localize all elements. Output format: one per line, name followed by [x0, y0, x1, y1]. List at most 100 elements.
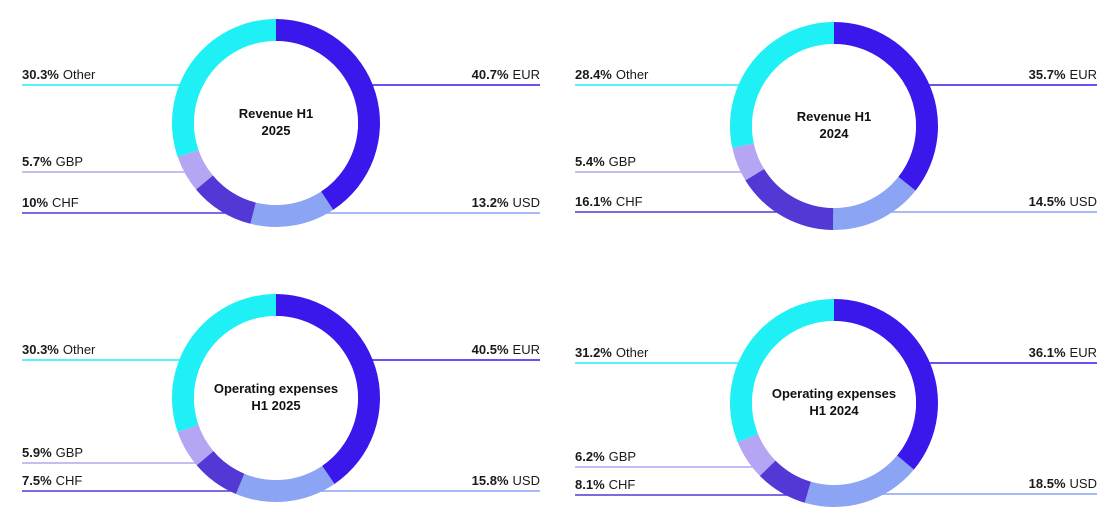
chart-title-line-2: 2025	[261, 123, 291, 138]
label-value: 40.5%	[471, 342, 509, 357]
slice-gbp	[732, 143, 765, 181]
label-value: 5.9%	[22, 445, 52, 460]
label-value: 7.5%	[22, 473, 52, 488]
label-gbp: 5.9% GBP	[22, 445, 83, 461]
donut-hole	[194, 316, 358, 480]
label-value: 35.7%	[1028, 67, 1066, 82]
label-eur: 36.1% EUR	[1029, 345, 1097, 361]
label-gbp: 5.7% GBP	[22, 154, 83, 170]
label-eur: 40.7% EUR	[472, 67, 540, 83]
label-category: GBP	[55, 154, 84, 169]
label-gbp: 5.4% GBP	[575, 154, 636, 170]
label-category: GBP	[608, 449, 637, 464]
label-category: Other	[615, 67, 649, 82]
label-chf: 16.1% CHF	[575, 194, 643, 210]
label-category: Other	[62, 67, 96, 82]
label-value: 31.2%	[575, 345, 612, 360]
slice-eur	[834, 299, 939, 470]
label-category: Other	[62, 342, 96, 357]
chart-title-line-2: 2024	[819, 126, 849, 141]
label-category: CHF	[615, 194, 643, 209]
label-category: EUR	[1069, 345, 1097, 360]
label-usd: 14.5% USD	[1029, 194, 1097, 210]
label-value: 28.4%	[575, 67, 612, 82]
chart-title: Revenue H1 2024	[749, 108, 919, 142]
label-value: 10%	[22, 195, 49, 210]
chart-title-line-1: Revenue H1	[238, 106, 314, 121]
label-chf: 10% CHF	[22, 195, 79, 211]
donut-hole	[194, 41, 358, 205]
label-value: 36.1%	[1028, 345, 1066, 360]
label-category: GBP	[55, 445, 84, 460]
slice-other	[730, 22, 834, 148]
slice-chf	[196, 175, 256, 224]
chart-title: Operating expenses H1 2024	[749, 385, 919, 419]
slice-usd	[833, 176, 916, 230]
chart-title: Operating expenses H1 2025	[191, 380, 361, 414]
label-value: 40.7%	[471, 67, 509, 82]
chart-title-line-1: Revenue H1	[796, 109, 872, 124]
label-value: 5.7%	[22, 154, 52, 169]
slice-usd	[804, 455, 914, 507]
slice-usd	[250, 191, 334, 227]
slice-eur	[276, 294, 381, 485]
slice-gbp	[737, 433, 776, 476]
label-value: 5.4%	[575, 154, 605, 169]
label-chf: 7.5% CHF	[22, 473, 82, 489]
label-gbp: 6.2% GBP	[575, 449, 636, 465]
label-category: EUR	[512, 67, 540, 82]
label-other: 30.3% Other	[22, 342, 95, 358]
label-value: 8.1%	[575, 477, 605, 492]
chart-title-line-2: H1 2025	[251, 398, 301, 413]
label-category: USD	[1069, 194, 1097, 209]
label-category: USD	[1069, 476, 1097, 491]
label-value: 30.3%	[22, 342, 59, 357]
label-other: 28.4% Other	[575, 67, 648, 83]
label-chf: 8.1% CHF	[575, 477, 635, 493]
donut-hole	[752, 321, 916, 485]
slice-other	[730, 299, 834, 443]
label-usd: 15.8% USD	[472, 473, 540, 489]
label-category: CHF	[52, 195, 79, 210]
slice-other	[171, 294, 276, 432]
label-value: 6.2%	[575, 449, 605, 464]
label-category: CHF	[608, 477, 636, 492]
donut-chart-4	[575, 299, 1097, 507]
chart-title: Revenue H1 2025	[191, 105, 361, 139]
chart-title-line-2: H1 2024	[809, 403, 859, 418]
slice-usd	[235, 465, 335, 502]
label-other: 30.3% Other	[22, 67, 95, 83]
label-other: 31.2% Other	[575, 345, 648, 361]
slice-chf	[759, 460, 811, 503]
label-usd: 13.2% USD	[472, 195, 540, 211]
label-eur: 35.7% EUR	[1029, 67, 1097, 83]
donut-chart-2	[575, 22, 1097, 230]
slice-other	[172, 19, 276, 158]
label-value: 18.5%	[1028, 476, 1066, 491]
label-category: USD	[512, 473, 540, 488]
label-value: 30.3%	[22, 67, 59, 82]
label-category: EUR	[512, 342, 540, 357]
label-category: Other	[615, 345, 649, 360]
label-category: EUR	[1069, 67, 1097, 82]
slice-gbp	[177, 149, 213, 190]
donut-chart-1	[22, 19, 540, 227]
slice-chf	[745, 168, 834, 230]
slice-eur	[276, 19, 381, 210]
slice-chf	[196, 451, 245, 494]
label-value: 14.5%	[1028, 194, 1066, 209]
slice-eur	[834, 22, 938, 191]
label-value: 15.8%	[471, 473, 509, 488]
label-value: 16.1%	[575, 194, 612, 209]
label-category: GBP	[608, 154, 637, 169]
label-value: 13.2%	[471, 195, 509, 210]
label-usd: 18.5% USD	[1029, 476, 1097, 492]
donut-chart-3	[22, 294, 540, 502]
chart-title-line-1: Operating expenses	[213, 381, 339, 396]
label-eur: 40.5% EUR	[472, 342, 540, 358]
label-category: CHF	[55, 473, 83, 488]
chart-title-line-1: Operating expenses	[771, 386, 897, 401]
slice-gbp	[177, 424, 214, 466]
